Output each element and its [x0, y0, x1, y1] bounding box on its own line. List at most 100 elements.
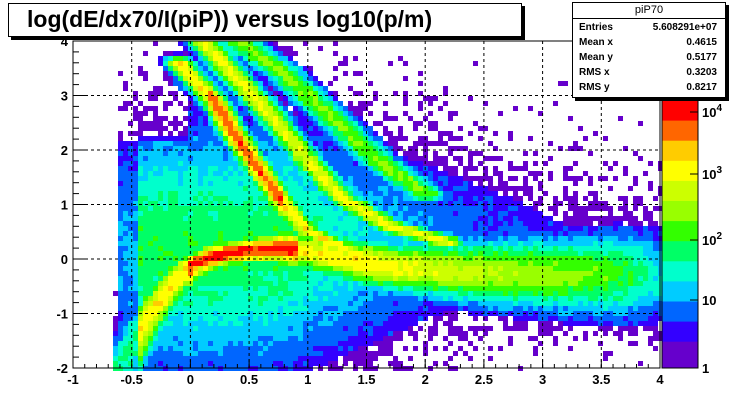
heatmap-cell: [258, 241, 263, 246]
heatmap-cell: [328, 231, 333, 236]
heatmap-cell: [518, 246, 523, 251]
heatmap-cell: [168, 321, 173, 326]
heatmap-cell: [488, 186, 493, 191]
heatmap-cell: [463, 286, 468, 291]
heatmap-cell: [523, 206, 528, 211]
heatmap-cell: [228, 316, 233, 321]
heatmap-cell: [428, 101, 433, 106]
heatmap-cell: [468, 271, 473, 276]
heatmap-cell: [333, 256, 338, 261]
heatmap-cell: [258, 186, 263, 191]
heatmap-cell: [133, 346, 138, 351]
heatmap-cell: [283, 316, 288, 321]
heatmap-cell: [268, 111, 273, 116]
heatmap-cell: [218, 166, 223, 171]
heatmap-cell: [628, 341, 633, 346]
heatmap-cell: [158, 186, 163, 191]
heatmap-cell: [193, 286, 198, 291]
heatmap-cell: [528, 216, 533, 221]
heatmap-cell: [323, 286, 328, 291]
heatmap-cell: [578, 226, 583, 231]
heatmap-cell: [218, 226, 223, 231]
heatmap-cell: [243, 311, 248, 316]
heatmap-cell: [478, 126, 483, 131]
heatmap-cell: [383, 186, 388, 191]
heatmap-cell: [498, 206, 503, 211]
heatmap-cell: [248, 56, 253, 61]
heatmap-cell: [258, 86, 263, 91]
heatmap-cell: [208, 221, 213, 226]
heatmap-cell: [158, 276, 163, 281]
heatmap-cell: [218, 361, 223, 366]
heatmap-cell: [163, 296, 168, 301]
heatmap-cell: [343, 361, 348, 366]
heatmap-cell: [353, 151, 358, 156]
heatmap-cell: [243, 216, 248, 221]
heatmap-cell: [553, 211, 558, 216]
heatmap-cell: [208, 191, 213, 196]
heatmap-cell: [348, 356, 353, 361]
heatmap-cell: [433, 181, 438, 186]
heatmap-cell: [418, 191, 423, 196]
heatmap-cell: [213, 101, 218, 106]
heatmap-cell: [548, 311, 553, 316]
heatmap-cell: [488, 226, 493, 231]
heatmap-cell: [338, 211, 343, 216]
heatmap-cell: [158, 221, 163, 226]
heatmap-cell: [398, 306, 403, 311]
heatmap-cell: [178, 256, 183, 261]
heatmap-cell: [453, 226, 458, 231]
heatmap-cell: [653, 271, 658, 276]
heatmap-cell: [348, 201, 353, 206]
heatmap-cell: [273, 301, 278, 306]
heatmap-cell: [288, 276, 293, 281]
heatmap-cell: [448, 171, 453, 176]
heatmap-cell: [278, 61, 283, 66]
heatmap-cell: [413, 231, 418, 236]
heatmap-cell: [448, 151, 453, 156]
heatmap-cell: [403, 271, 408, 276]
heatmap-cell: [153, 281, 158, 286]
heatmap-cell: [328, 176, 333, 181]
heatmap-cell: [478, 201, 483, 206]
heatmap-cell: [133, 196, 138, 201]
heatmap-cell: [453, 286, 458, 291]
heatmap-cell: [513, 316, 518, 321]
heatmap-cell: [228, 111, 233, 116]
heatmap-cell: [623, 216, 628, 221]
heatmap-cell: [278, 271, 283, 276]
heatmap-cell: [483, 276, 488, 281]
heatmap-cell: [208, 316, 213, 321]
heatmap-cell: [428, 166, 433, 171]
heatmap-cell: [233, 216, 238, 221]
heatmap-cell: [403, 191, 408, 196]
heatmap-cell: [408, 146, 413, 151]
heatmap-cell: [148, 356, 153, 361]
heatmap-cell: [503, 231, 508, 236]
heatmap-cell: [388, 276, 393, 281]
heatmap-cell: [518, 316, 523, 321]
heatmap-cell: [508, 296, 513, 301]
heatmap-cell: [348, 206, 353, 211]
heatmap-cell: [153, 146, 158, 151]
heatmap-cell: [223, 346, 228, 351]
heatmap-cell: [583, 251, 588, 256]
heatmap-cell: [193, 361, 198, 366]
heatmap-cell: [313, 186, 318, 191]
heatmap-cell: [123, 261, 128, 266]
heatmap-cell: [638, 291, 643, 296]
heatmap-cell: [398, 331, 403, 336]
heatmap-cell: [358, 301, 363, 306]
heatmap-cell: [473, 216, 478, 221]
heatmap-cell: [548, 306, 553, 311]
heatmap-cell: [473, 121, 478, 126]
heatmap-cell: [408, 156, 413, 161]
heatmap-cell: [583, 266, 588, 271]
heatmap-cell: [603, 356, 608, 361]
heatmap-cell: [283, 261, 288, 266]
heatmap-cell: [338, 186, 343, 191]
heatmap-cell: [118, 211, 123, 216]
heatmap-cell: [263, 246, 268, 251]
heatmap-cell: [273, 131, 278, 136]
heatmap-cell: [403, 176, 408, 181]
